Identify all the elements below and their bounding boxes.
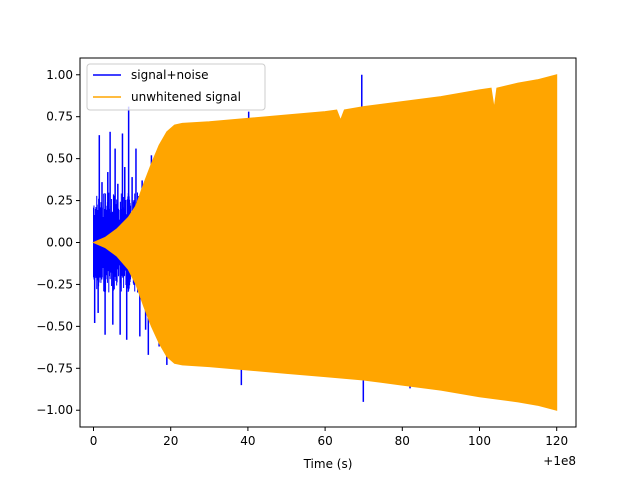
x-axis: 0 20 40 60 80 100 120 [90,427,568,448]
y-tick-label-2: −0.50 [36,319,73,333]
x-tick-label-60: 60 [317,434,332,448]
plot-area [92,74,558,411]
y-tick-label-0: −1.00 [36,403,73,417]
legend: signal+noise unwhitened signal [86,63,266,111]
legend-box [86,63,266,111]
x-axis-label: Time (s) [303,457,353,471]
y-tick-label-3: −0.25 [36,277,73,291]
x-tick-label-40: 40 [240,434,255,448]
legend-label-unwhitened-signal: unwhitened signal [131,90,241,104]
x-tick-label-80: 80 [395,434,410,448]
y-tick-label-4: 0.00 [46,236,73,250]
y-tick-label-6: 0.50 [46,152,73,166]
y-tick-label-5: 0.25 [46,194,73,208]
y-tick-label-7: 0.75 [46,110,73,124]
x-tick-label-120: 120 [545,434,568,448]
x-tick-label-0: 0 [90,434,98,448]
y-axis: −1.00 −0.75 −0.50 −0.25 0.00 0.25 0.50 0.75 1.00 [36,68,80,417]
x-axis-offset-label: +1e8 [543,454,576,468]
legend-label-signal-noise: signal+noise [131,68,208,82]
series-unwhitened-signal [92,74,558,411]
y-tick-label-8: 1.00 [46,68,73,82]
y-tick-label-1: −0.75 [36,361,73,375]
x-tick-label-100: 100 [468,434,491,448]
x-tick-label-20: 20 [163,434,178,448]
